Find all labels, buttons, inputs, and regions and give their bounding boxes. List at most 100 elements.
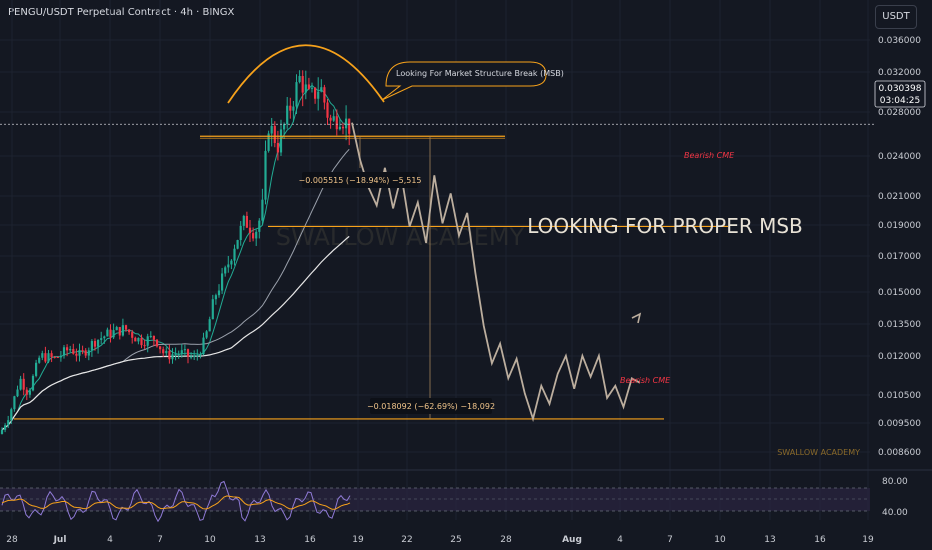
candle-body [298,76,301,83]
candle-body [131,332,134,338]
time-tick-7: 19 [352,535,364,545]
candle-body [4,425,7,430]
candle-body [211,299,214,320]
candle-body [19,378,22,390]
candle-body [283,124,286,130]
candle-body [84,350,87,356]
candle-body [233,248,236,261]
candle-body [261,199,264,221]
candle-body [13,396,16,410]
time-tick-5: 13 [254,535,265,545]
candle-body [329,117,332,121]
candle-body [118,327,121,336]
rsi-pane: 80.00 40.00 [0,469,932,523]
candle-body [196,355,199,357]
msb-callout[interactable]: Looking For Market Structure Break (MSB) [381,61,564,101]
rounded-top-arc [227,44,385,104]
candle-body [90,341,93,351]
candle-body [286,105,289,125]
time-tick-0: 28 [6,535,18,545]
candle-body [78,350,81,356]
candle-body [152,335,155,340]
time-tick-9: 25 [450,535,461,545]
currency-selector[interactable]: USDT [875,5,917,29]
candle-body [109,329,112,338]
candle-body [273,126,276,144]
candle-body [341,126,345,129]
candle-body [10,409,13,421]
time-scale[interactable]: 28 Jul 4 7 10 13 16 19 22 25 28 Aug 4 7 10 13 16 19 [6,535,874,545]
rsi-tick-0: 80.00 [882,477,908,487]
candle-body [252,233,255,239]
rsi-tick-1: 40.00 [882,508,908,518]
measure-short[interactable]: −0.005515 (−18.94%) −5,515 [298,172,422,188]
candle-body [307,84,310,89]
candle-body [295,82,298,107]
watermark: SWALLOW ACADEMY [276,223,525,251]
candle-body [50,353,53,357]
measure-long[interactable]: −0.018092 (−62.69%) −18,092 [367,398,495,414]
candle-body [59,355,62,358]
time-tick-10: 28 [500,535,512,545]
candle-body [236,240,239,249]
ma-short-line [1,84,350,431]
candle-body [53,356,56,358]
price-tick-7: 0.015000 [878,288,921,298]
candle-body [97,339,100,347]
candle-body [199,354,202,356]
time-tick-3: 7 [157,535,163,545]
price-tick-12: 0.008600 [878,448,921,458]
rsi-line [1,480,351,523]
candle-body [270,126,273,134]
candle-body [75,353,78,356]
candle-body [146,336,149,346]
candle-body [171,354,174,360]
candle-body [115,327,118,331]
candle-body [320,87,323,92]
candle-body [16,389,19,397]
time-tick-15: 13 [764,535,775,545]
candle-body [69,348,72,351]
price-tick-9: 0.012000 [878,352,921,362]
candle-body [165,350,168,354]
measure-long-text: −0.018092 (−62.69%) −18,092 [367,402,495,411]
candle-body [47,353,50,362]
ma-long-line [1,235,350,431]
candle-body [103,336,106,339]
candle-body [38,357,41,363]
price-tick-8: 0.013500 [878,320,921,330]
price-scale[interactable]: 0.036000 0.032000 0.028000 0.024000 0.021000… [878,36,921,458]
time-tick-13: 7 [667,535,673,545]
candle-body [221,273,224,291]
bearish-cme-upper-label: Bearish CME [684,151,735,160]
candle-body [159,346,162,350]
candle-body [186,349,190,357]
candle-body [242,215,245,226]
candle-body [44,353,47,362]
candle-body [28,390,31,395]
price-tick-3: 0.024000 [878,152,921,162]
candle-body [326,102,329,118]
candle-body [248,227,252,234]
rsi-band [0,488,870,511]
candle-body [155,339,159,347]
time-tick-2: 4 [107,535,113,545]
candle-body [332,116,335,121]
candle-body [289,105,292,111]
time-tick-4: 10 [204,535,216,545]
candle-body [255,231,258,239]
candle-body [22,378,25,390]
candle-body [292,106,295,111]
candle-body [348,118,351,134]
candle-body [35,362,38,376]
candle-body [143,345,146,347]
candle-body [267,133,270,151]
price-tick-5: 0.019000 [878,221,921,231]
candle-body [134,337,137,342]
candle-body [276,143,279,153]
candle-body [140,337,143,346]
candle-body [72,348,75,354]
candle-body [239,225,242,241]
